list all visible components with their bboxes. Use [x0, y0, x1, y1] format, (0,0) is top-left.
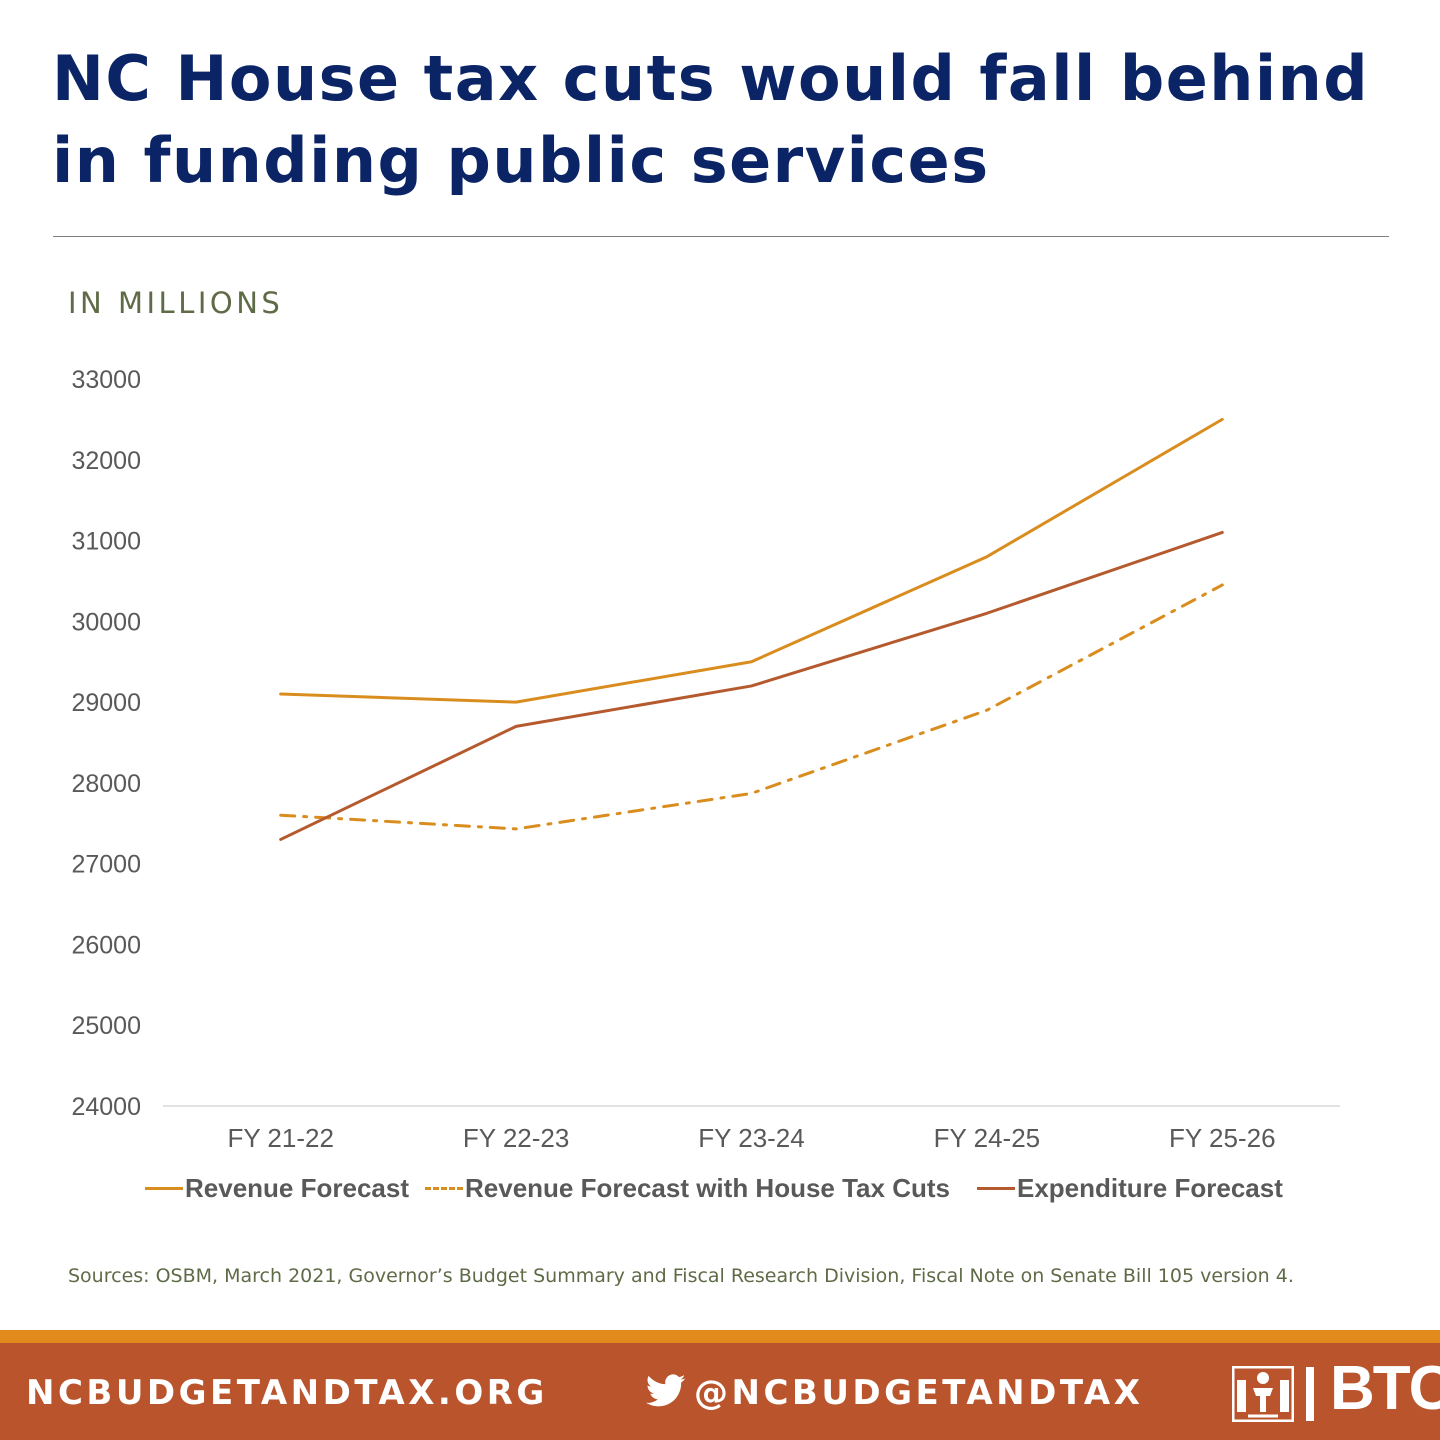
y-tick-label: 24000: [71, 1093, 141, 1121]
y-tick-label: 32000: [71, 447, 141, 475]
y-tick-label: 26000: [71, 931, 141, 959]
btc-logo-icon: [1232, 1366, 1294, 1422]
y-axis-ticks: 33000 32000 31000 30000 29000 28000 27000 26000…: [71, 366, 141, 1121]
legend-item: Expenditure Forecast: [977, 1168, 1283, 1208]
website-link[interactable]: NCBUDGETANDTAX.ORG: [26, 1373, 548, 1413]
legend-swatch: [145, 1186, 183, 1190]
series-2: [279, 530, 1224, 841]
x-axis-ticks: FY 21-22 FY 22-23 FY 23-24 FY 24-25 FY 25-26: [227, 1123, 1275, 1153]
y-tick-label: 31000: [71, 528, 141, 556]
y-tick-label: 33000: [71, 366, 141, 394]
footer-stripe: [0, 1330, 1440, 1343]
unit-label: IN MILLIONS: [68, 286, 284, 320]
line-chart: 33000 32000 31000 30000 29000 28000 27000 26000…: [71, 366, 1340, 1153]
x-tick-label: FY 25-26: [1169, 1123, 1275, 1153]
title-divider: [53, 236, 1389, 237]
legend-swatch: [425, 1186, 463, 1190]
legend-item: Revenue Forecast with House Tax Cuts: [425, 1168, 950, 1208]
y-tick-label: 28000: [71, 770, 141, 798]
sources-note: Sources: OSBM, March 2021, Governor’s Bu…: [68, 1265, 1294, 1287]
legend-label: Revenue Forecast with House Tax Cuts: [465, 1172, 950, 1203]
chart-title: NC House tax cuts would fall behind in f…: [52, 42, 1370, 197]
y-tick-label: 27000: [71, 851, 141, 879]
twitter-bird-icon: [646, 1374, 686, 1407]
series-lines: [279, 417, 1224, 841]
legend-item: Revenue Forecast: [145, 1168, 409, 1208]
x-tick-label: FY 24-25: [934, 1123, 1040, 1153]
logo-divider: [1306, 1367, 1314, 1421]
twitter-handle-link[interactable]: @NCBUDGETANDTAX: [694, 1373, 1144, 1413]
legend: Revenue Forecast Revenue Forecast with Ho…: [0, 1168, 1440, 1208]
footer: NCBUDGETANDTAX.ORG @NCBUDGETANDTAX BTC: [0, 1343, 1440, 1440]
series-line: [279, 583, 1224, 831]
series-1: [279, 583, 1224, 831]
x-tick-label: FY 23-24: [698, 1123, 804, 1153]
series-0: [279, 417, 1224, 704]
legend-label: Revenue Forecast: [185, 1172, 409, 1203]
y-tick-label: 29000: [71, 689, 141, 717]
x-tick-label: FY 22-23: [463, 1123, 569, 1153]
y-tick-label: 30000: [71, 608, 141, 636]
x-tick-label: FY 21-22: [227, 1123, 333, 1153]
y-tick-label: 25000: [71, 1012, 141, 1040]
legend-label: Expenditure Forecast: [1017, 1172, 1283, 1203]
legend-swatch: [977, 1186, 1015, 1190]
btc-logo-text: BTC: [1330, 1354, 1440, 1423]
